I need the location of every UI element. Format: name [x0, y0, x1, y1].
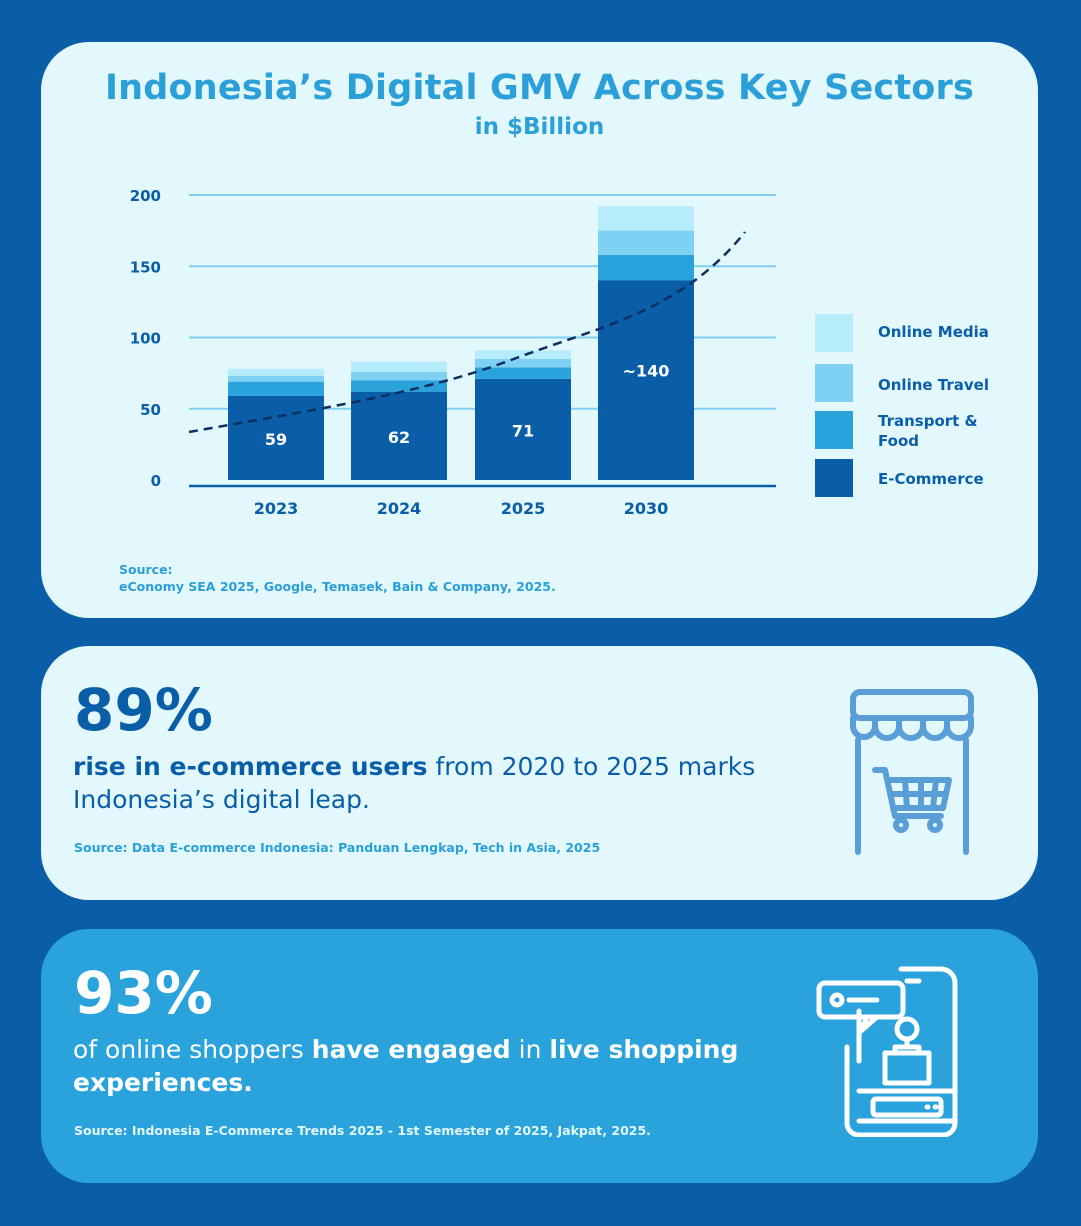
bar-2030-online-travel: [598, 230, 694, 255]
chart-card: Indonesia’s Digital GMV Across Key Secto…: [41, 42, 1038, 618]
legend-swatch-e-commerce: [815, 459, 853, 497]
data-label-2024: 62: [388, 428, 410, 447]
bar-2023-online-travel: [228, 375, 324, 382]
legend-item-transport-food: Transport & Food: [815, 411, 1035, 451]
stat-value: 93%: [74, 959, 213, 1027]
chart-source-text: eConomy SEA 2025, Google, Temasek, Bain …: [119, 579, 556, 594]
x-tick-label-2025: 2025: [501, 499, 546, 518]
legend-item-online-travel: Online Travel: [815, 364, 1035, 404]
bar-2024-e-commerce: [351, 391, 447, 480]
stat-description-part1: of online shoppers: [73, 1035, 312, 1064]
stat-description: rise in e-commerce users from 2020 to 20…: [73, 750, 793, 816]
stat-source: Source: Indonesia E-Commerce Trends 2025…: [74, 1123, 651, 1138]
bar-2025-transport-food: [475, 367, 571, 379]
x-tick-label-2024: 2024: [377, 499, 422, 518]
chart-title: Indonesia’s Digital GMV Across Key Secto…: [104, 68, 975, 108]
chart-subtitle: in $Billion: [474, 114, 605, 140]
stat-description-rest: from 2020 to 2025 marks Indonesia’s digi…: [73, 752, 756, 814]
stat-card-ecommerce-users: 89% rise in e-commerce users from 2020 t…: [41, 646, 1038, 900]
legend-swatch-transport-food: [815, 411, 853, 449]
legend-item-online-media: Online Media: [815, 314, 1035, 354]
bar-2030-online-media: [598, 206, 694, 231]
bar-2025-e-commerce: [475, 378, 571, 480]
x-tick-label-2023: 2023: [254, 499, 299, 518]
stat-description-bold1: have engaged: [311, 1035, 511, 1064]
storefront-cart-icon: [847, 688, 977, 860]
legend-swatch-online-travel: [815, 364, 853, 402]
stat-description-bold2: live shopping experiences.: [73, 1035, 739, 1097]
data-label-2023: 59: [265, 430, 287, 449]
bar-2025-online-media: [475, 350, 571, 359]
stat-card-live-shopping: 93% of online shoppers have engaged in l…: [41, 929, 1038, 1183]
bar-2025-online-travel: [475, 358, 571, 368]
legend-item-e-commerce: E-Commerce: [815, 459, 1035, 499]
stat-description: of online shoppers have engaged in live …: [73, 1033, 793, 1099]
legend-label-online-travel: Online Travel: [878, 376, 989, 394]
chart-source-label: Source:: [119, 562, 173, 577]
stacked-bar-chart: 0 50 100 150 200 59 2023 62 2024 71 2025 ~140 2030: [130, 187, 776, 518]
live-shopping-phone-icon: [815, 965, 965, 1141]
trend-line: [188, 231, 746, 434]
bar-2024-transport-food: [351, 380, 447, 392]
bar-2024-online-media: [351, 361, 447, 372]
bar-2024-online-travel: [351, 371, 447, 381]
data-label-2030: ~140: [623, 362, 670, 381]
stat-value: 89%: [74, 676, 213, 744]
y-tick-label-150: 150: [130, 258, 161, 276]
bar-2023-transport-food: [228, 381, 324, 396]
legend-label-transport-food: Transport & Food: [878, 412, 978, 450]
y-tick-label-50: 50: [140, 401, 161, 419]
bar-2023-online-media: [228, 368, 324, 376]
legend-swatch-online-media: [815, 314, 853, 352]
x-tick-label-2030: 2030: [624, 499, 669, 518]
data-label-2025: 71: [512, 421, 534, 440]
bar-2030-transport-food: [598, 254, 694, 281]
stat-description-part2: in: [510, 1035, 550, 1064]
legend-label-online-media: Online Media: [878, 323, 989, 341]
stat-source: Source: Data E-commerce Indonesia: Pandu…: [74, 840, 601, 855]
chart-source: Source: eConomy SEA 2025, Google, Temase…: [119, 561, 556, 595]
y-tick-label-100: 100: [130, 330, 161, 348]
y-tick-label-200: 200: [130, 187, 161, 205]
bar-2030-e-commerce: [598, 280, 694, 480]
legend-label-e-commerce: E-Commerce: [878, 470, 984, 488]
y-tick-label-0: 0: [151, 472, 161, 490]
stat-description-bold: rise in e-commerce users: [73, 752, 428, 781]
